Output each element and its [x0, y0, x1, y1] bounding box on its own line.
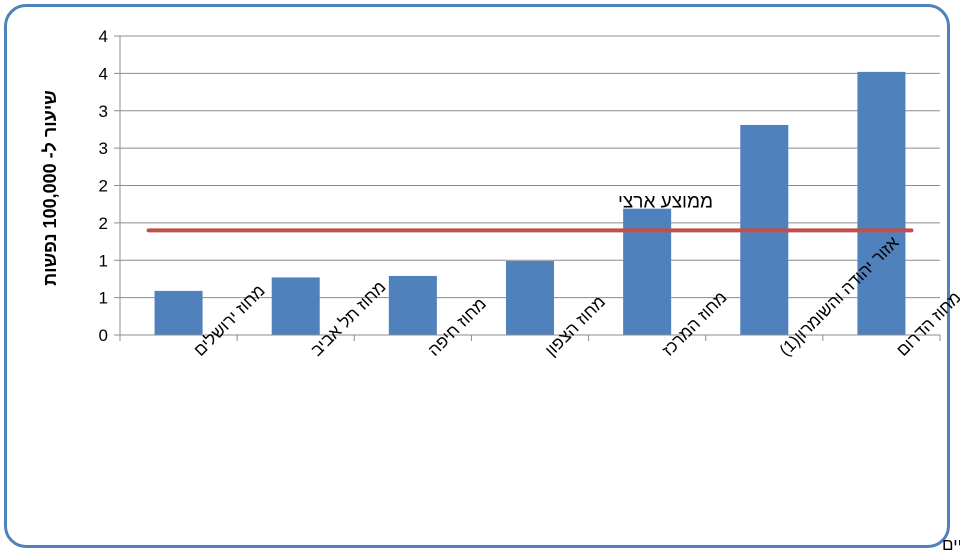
y-tick-label: 1	[99, 251, 108, 270]
reference-line: ממוצע ארצי	[146, 191, 914, 233]
gridlines	[120, 35, 940, 299]
bar	[154, 290, 203, 335]
bar	[857, 71, 906, 335]
bar	[271, 277, 320, 335]
y-tick-label: 2	[99, 214, 108, 233]
y-tick-label: 2	[99, 177, 108, 196]
y-tick-label: 3	[99, 102, 108, 121]
y-tick-label: 0	[99, 326, 108, 345]
bar	[623, 208, 672, 335]
bar	[505, 260, 555, 335]
bar	[388, 275, 437, 335]
footnote: (1) יישובים ישראליים	[942, 535, 960, 554]
y-tick-label: 3	[99, 139, 108, 158]
y-tick-label: 1	[99, 289, 108, 308]
y-axis-label: שיעור ל- 100,000 נפשות	[40, 90, 60, 286]
chart-frame	[4, 4, 950, 548]
y-tick-labels: 0 1 1 2 2 3 3 4 4	[99, 27, 108, 345]
national-average-label: ממוצע ארצי	[618, 191, 713, 212]
y-tick-label: 4	[99, 27, 108, 46]
axes	[114, 35, 941, 341]
y-tick-label: 4	[99, 64, 108, 83]
